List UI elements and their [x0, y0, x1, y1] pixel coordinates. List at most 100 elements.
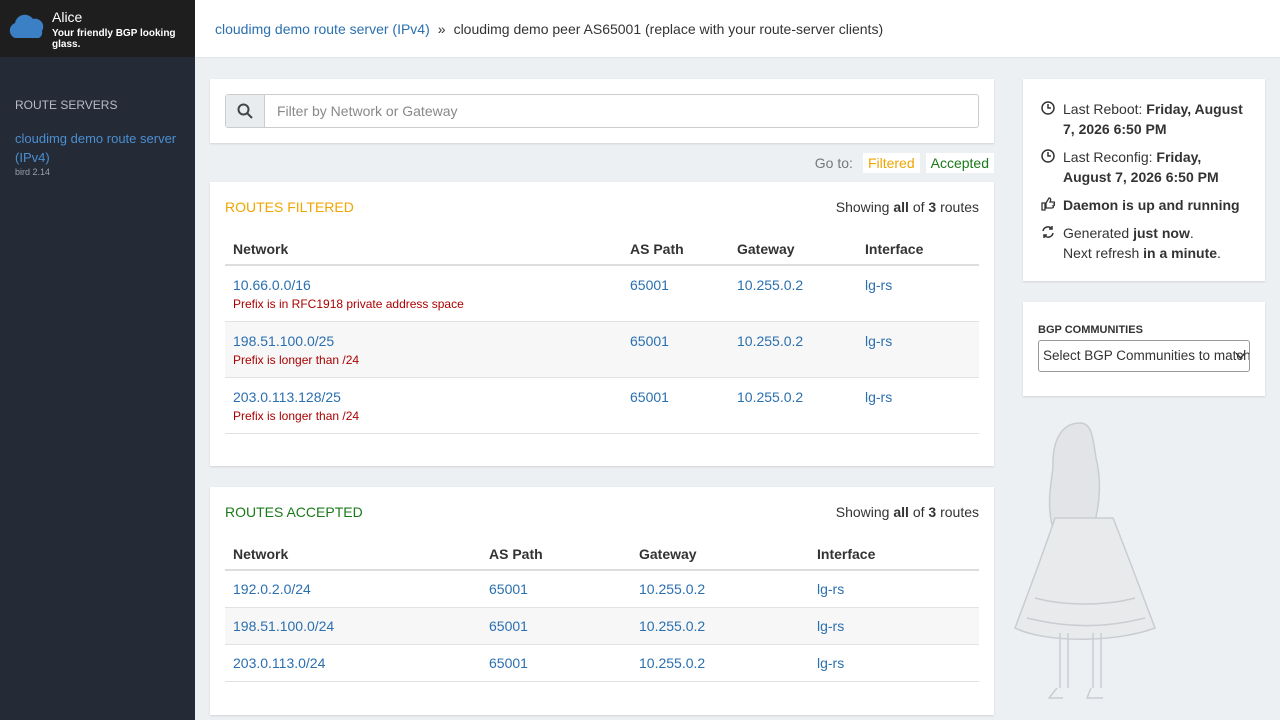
status-card: Last Reboot: Friday, August 7, 2026 6:50…: [1023, 79, 1265, 281]
communities-title: BGP COMMUNITIES: [1038, 324, 1143, 336]
communities-select[interactable]: Select BGP Communities to match: [1038, 340, 1250, 372]
as-path-cell: 65001: [489, 655, 639, 681]
card-title: ROUTES FILTERED: [225, 199, 354, 215]
as-path-link[interactable]: 65001: [630, 389, 669, 405]
network-link[interactable]: 198.51.100.0/24: [233, 618, 335, 634]
breadcrumb-separator: »: [437, 21, 446, 37]
summary-text: Showing: [835, 199, 890, 215]
interface-link[interactable]: lg-rs: [817, 655, 845, 671]
status-suffix: .: [1217, 245, 1221, 261]
interface-link[interactable]: lg-rs: [817, 581, 845, 597]
status-item: Generated just now. Next refresh in a min…: [1041, 223, 1247, 263]
route-row: 198.51.100.0/25 Prefix is longer than /24…: [225, 322, 979, 378]
status-label: Last Reboot:: [1063, 101, 1143, 117]
gateway-cell: 10.255.0.2: [737, 277, 865, 321]
summary-text: Showing: [835, 504, 890, 520]
interface-link[interactable]: lg-rs: [865, 277, 893, 293]
filter-reason: Prefix is in RFC1918 private address spa…: [233, 297, 464, 311]
gateway-cell: 10.255.0.2: [639, 655, 817, 681]
status-label: Next refresh: [1063, 245, 1140, 261]
column-header: AS Path: [630, 241, 684, 257]
network-link[interactable]: 192.0.2.0/24: [233, 581, 311, 597]
route-row: 10.66.0.0/16 Prefix is in RFC1918 private…: [225, 266, 979, 322]
summary-count: 3: [928, 504, 937, 520]
communities-placeholder: Select BGP Communities to match: [1043, 348, 1250, 363]
network-link[interactable]: 203.0.113.0/24: [233, 655, 326, 671]
status-value: Friday, August 7, 2026 6:50 PM: [1063, 149, 1219, 185]
sidebar: Alice Your friendly BGP looking glass. R…: [0, 0, 195, 720]
filter-reason: Prefix is longer than /24: [233, 409, 360, 423]
route-row: 198.51.100.0/24 65001 10.255.0.2 lg-rs: [225, 608, 979, 645]
card-header: ROUTES FILTERED Showing all of 3 routes: [225, 182, 979, 232]
column-header: Interface: [865, 241, 924, 257]
communities-card: BGP COMMUNITIES Select BGP Communities t…: [1023, 302, 1265, 396]
column-header: Network: [233, 241, 289, 257]
interface-cell: lg-rs: [865, 389, 971, 433]
status-label: Last Reconfig:: [1063, 149, 1153, 165]
summary-text: routes: [940, 199, 979, 215]
route-summary: Showing all of 3 routes: [836, 504, 979, 520]
status-value: Friday, August 7, 2026 6:50 PM: [1063, 101, 1243, 137]
interface-link[interactable]: lg-rs: [865, 333, 893, 349]
network-cell: 203.0.113.128/25 Prefix is longer than /2…: [233, 389, 630, 433]
network-cell: 192.0.2.0/24: [233, 581, 489, 607]
as-path-link[interactable]: 65001: [630, 277, 669, 293]
column-header: AS Path: [489, 546, 543, 562]
interface-cell: lg-rs: [865, 333, 971, 377]
routes-accepted: ROUTES ACCEPTED Showing all of 3 routes Ne…: [210, 487, 994, 715]
goto-link[interactable]: Filtered: [862, 153, 920, 173]
search-card: Filter by Network or Gateway: [210, 79, 994, 143]
status-daemon: Daemon is up and running: [1063, 197, 1240, 213]
gateway-cell: 10.255.0.2: [737, 333, 865, 377]
route-row: 203.0.113.0/24 65001 10.255.0.2 lg-rs: [225, 645, 979, 682]
goto-link[interactable]: Accepted: [925, 153, 994, 173]
interface-cell: lg-rs: [817, 655, 971, 681]
as-path-cell: 65001: [630, 389, 737, 433]
route-row: 192.0.2.0/24 65001 10.255.0.2 lg-rs: [225, 571, 979, 608]
filter-reason: Prefix is longer than /24: [233, 353, 360, 367]
server-link[interactable]: cloudimg demo route server (IPv4): [15, 131, 177, 165]
gateway-link[interactable]: 10.255.0.2: [639, 618, 706, 634]
interface-link[interactable]: lg-rs: [817, 618, 845, 634]
gateway-cell: 10.255.0.2: [639, 581, 817, 607]
alice-illustration: [1014, 422, 1156, 699]
card-title: ROUTES ACCEPTED: [225, 504, 363, 520]
network-cell: 203.0.113.0/24: [233, 655, 489, 681]
column-header: Gateway: [639, 546, 697, 562]
gateway-link[interactable]: 10.255.0.2: [639, 655, 706, 671]
status-item: Last Reboot: Friday, August 7, 2026 6:50…: [1041, 99, 1247, 139]
search-input[interactable]: Filter by Network or Gateway: [225, 94, 979, 128]
summary-text: of: [912, 504, 925, 520]
gateway-link[interactable]: 10.255.0.2: [737, 389, 804, 405]
gateway-link[interactable]: 10.255.0.2: [737, 333, 804, 349]
interface-link[interactable]: lg-rs: [865, 389, 893, 405]
network-link[interactable]: 203.0.113.128/25: [233, 389, 341, 405]
status-value: in a minute: [1143, 245, 1218, 261]
status-item: Last Reconfig: Friday, August 7, 2026 6:…: [1041, 147, 1247, 187]
as-path-link[interactable]: 65001: [489, 618, 528, 634]
goto-label: Go to:: [814, 155, 853, 171]
as-path-link[interactable]: 65001: [489, 581, 528, 597]
summary-scope: all: [893, 199, 909, 215]
network-link[interactable]: 198.51.100.0/25: [233, 333, 335, 349]
network-link[interactable]: 10.66.0.0/16: [233, 277, 311, 293]
table-body: 10.66.0.0/16 Prefix is in RFC1918 private…: [225, 266, 979, 434]
as-path-link[interactable]: 65001: [630, 333, 669, 349]
brand[interactable]: Alice Your friendly BGP looking glass.: [0, 0, 195, 57]
gateway-link[interactable]: 10.255.0.2: [639, 581, 706, 597]
gateway-link[interactable]: 10.255.0.2: [737, 277, 804, 293]
gateway-cell: 10.255.0.2: [737, 389, 865, 433]
network-cell: 198.51.100.0/24: [233, 618, 489, 644]
goto: Go to: Filtered Accepted: [815, 153, 994, 173]
breadcrumb-parent[interactable]: cloudimg demo route server (IPv4): [215, 21, 430, 37]
card-header: ROUTES ACCEPTED Showing all of 3 routes: [225, 487, 979, 537]
summary-text: of: [912, 199, 925, 215]
network-cell: 198.51.100.0/25 Prefix is longer than /24: [233, 333, 630, 377]
as-path-link[interactable]: 65001: [489, 655, 528, 671]
interface-cell: lg-rs: [865, 277, 971, 321]
column-header: Gateway: [737, 241, 795, 257]
brand-name: Alice: [52, 9, 83, 25]
gateway-cell: 10.255.0.2: [639, 618, 817, 644]
